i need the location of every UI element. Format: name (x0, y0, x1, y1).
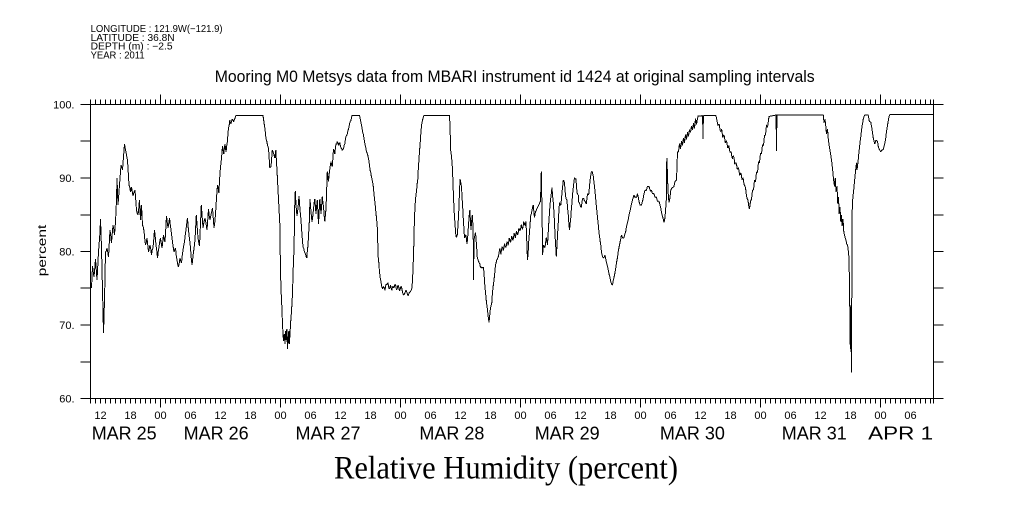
svg-text:MAR 25: MAR 25 (92, 422, 157, 443)
svg-text:LONGITUDE : 121.9W(−121.9): LONGITUDE : 121.9W(−121.9) (91, 24, 223, 35)
svg-text:Relative Humidity (percent): Relative Humidity (percent) (334, 450, 678, 486)
svg-text:18: 18 (124, 410, 136, 422)
svg-text:MAR 28: MAR 28 (419, 422, 484, 443)
svg-text:12: 12 (334, 410, 346, 422)
svg-text:12: 12 (814, 410, 826, 422)
svg-text:70.: 70. (59, 320, 74, 332)
svg-text:00: 00 (874, 410, 886, 422)
svg-text:80.: 80. (59, 247, 74, 259)
svg-text:18: 18 (724, 410, 736, 422)
svg-text:12: 12 (214, 410, 226, 422)
svg-text:DEPTH (m) : −2.5: DEPTH (m) : −2.5 (91, 42, 174, 53)
svg-text:MAR 31: MAR 31 (782, 422, 847, 443)
svg-text:00: 00 (634, 410, 646, 422)
svg-text:18: 18 (244, 410, 256, 422)
svg-text:06: 06 (424, 410, 436, 422)
svg-text:100.: 100. (53, 100, 74, 112)
svg-text:percent: percent (35, 224, 49, 276)
svg-text:MAR 29: MAR 29 (535, 422, 600, 443)
svg-text:00: 00 (754, 410, 766, 422)
svg-text:06: 06 (784, 410, 796, 422)
svg-text:18: 18 (484, 410, 496, 422)
svg-text:60.: 60. (59, 394, 74, 406)
svg-text:06: 06 (664, 410, 676, 422)
svg-text:18: 18 (364, 410, 376, 422)
svg-text:00: 00 (514, 410, 526, 422)
svg-text:06: 06 (184, 410, 196, 422)
svg-text:12: 12 (454, 410, 466, 422)
svg-text:00: 00 (394, 410, 406, 422)
svg-text:MAR 27: MAR 27 (296, 422, 361, 443)
svg-text:MAR 30: MAR 30 (660, 422, 725, 443)
svg-text:18: 18 (844, 410, 856, 422)
svg-text:LATITUDE : 36.8N: LATITUDE : 36.8N (91, 33, 175, 44)
svg-text:12: 12 (574, 410, 586, 422)
svg-text:APR 1: APR 1 (868, 422, 933, 443)
svg-text:06: 06 (304, 410, 316, 422)
svg-text:MAR 26: MAR 26 (184, 422, 249, 443)
svg-text:00: 00 (274, 410, 286, 422)
svg-text:06: 06 (544, 410, 556, 422)
svg-text:90.: 90. (59, 173, 74, 185)
svg-text:06: 06 (904, 410, 916, 422)
svg-text:18: 18 (604, 410, 616, 422)
svg-text:YEAR : 2011: YEAR : 2011 (91, 50, 145, 61)
svg-text:12: 12 (94, 410, 106, 422)
svg-text:00: 00 (154, 410, 166, 422)
svg-text:12: 12 (694, 410, 706, 422)
svg-text:Mooring M0 Metsys data from MB: Mooring M0 Metsys data from MBARI instru… (215, 68, 815, 86)
